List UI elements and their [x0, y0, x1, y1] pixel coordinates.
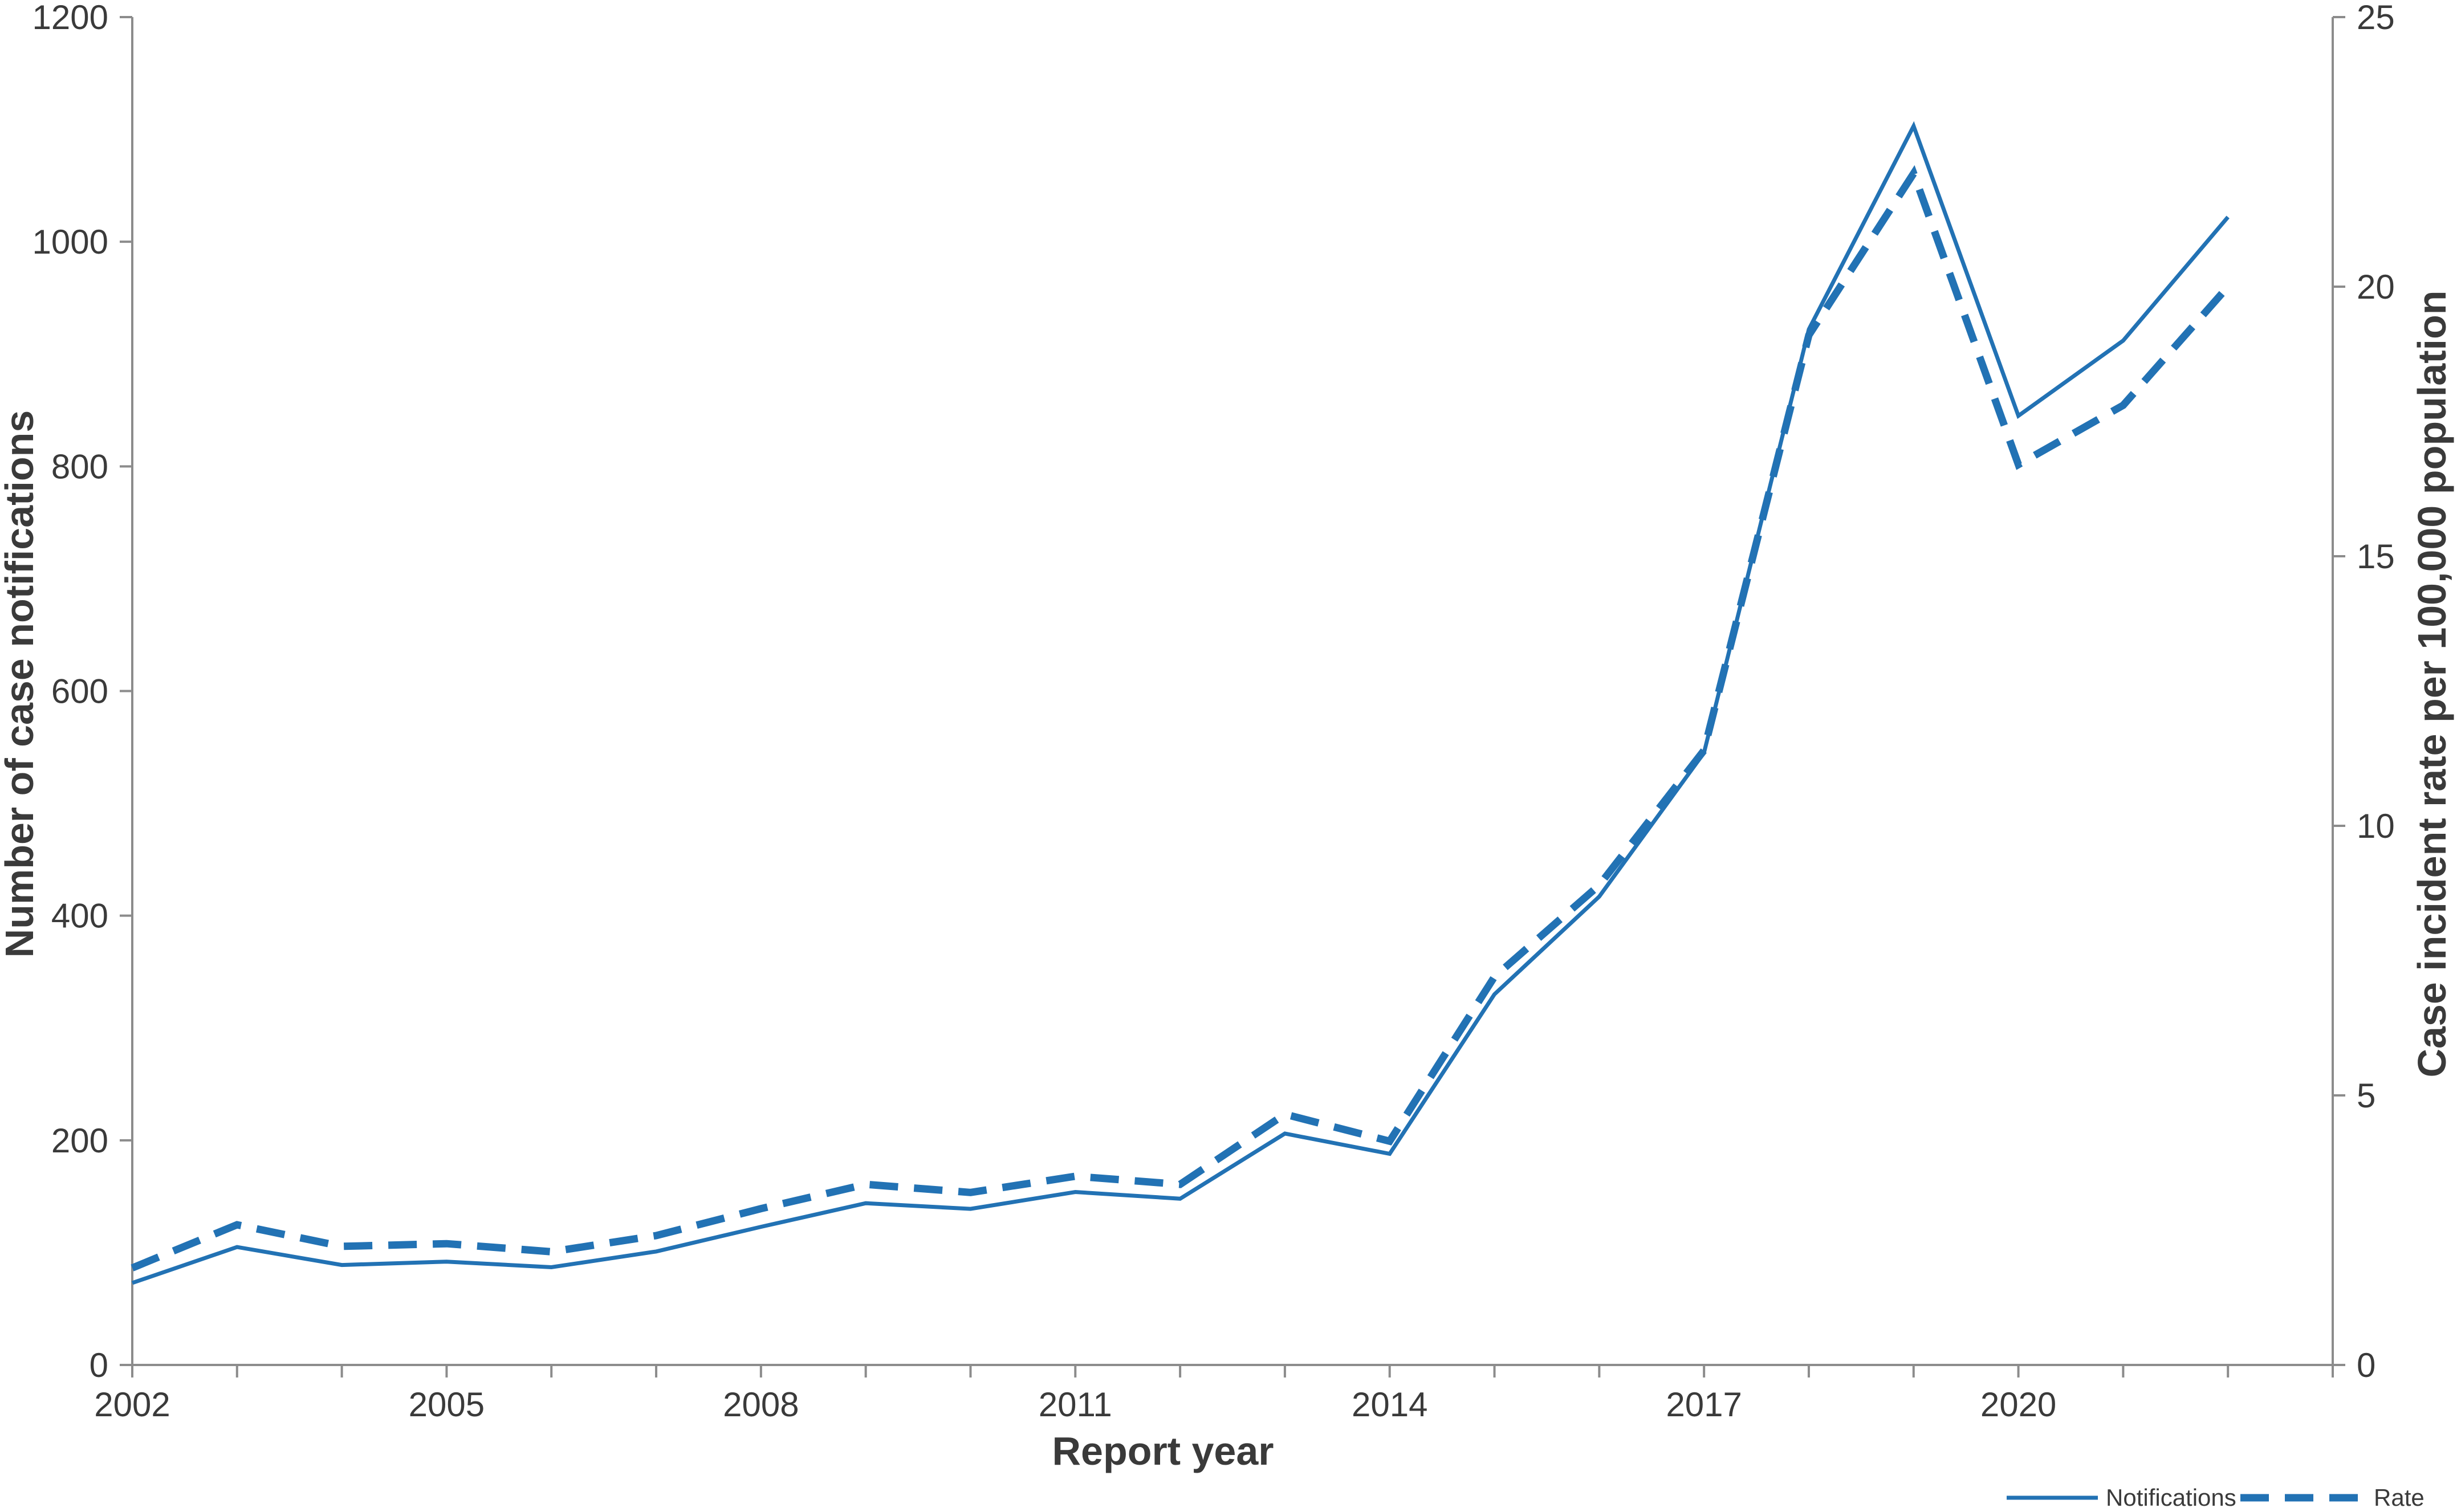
series-layer: [131, 121, 2231, 1285]
y-axis-right-title: Case incident rate per 100,000 populatio…: [2410, 291, 2454, 1078]
axes-layer: [131, 17, 2334, 1366]
y-right-tick-label: 25: [2357, 0, 2395, 36]
legend: Notifications Rate: [2007, 1484, 2425, 1511]
y-left-tick-label: 600: [51, 673, 108, 711]
y-right-tick-label: 20: [2357, 268, 2395, 306]
y-right-tick-label: 15: [2357, 537, 2395, 576]
y-left-tick-label: 400: [51, 897, 108, 935]
x-tick-label: 2014: [1352, 1385, 1427, 1424]
y-right-tick-label: 5: [2357, 1077, 2375, 1115]
x-tick-label: 2017: [1666, 1385, 1742, 1424]
y-axis-left-title: Number of case notifications: [0, 410, 42, 958]
y-left-tick-label: 800: [51, 447, 108, 486]
y-left-tick-label: 0: [90, 1346, 108, 1384]
x-tick-label: 2002: [94, 1385, 170, 1424]
x-tick-label: 2005: [409, 1385, 485, 1424]
ticks-layer: 2002 2005 2008 2011 2014 2017 2020020040060080…: [32, 0, 2395, 1424]
y-left-tick-label: 1200: [32, 0, 108, 36]
y-left-tick-label: 1000: [32, 223, 108, 261]
y-left-tick-label: 200: [51, 1122, 108, 1160]
x-tick-label: 2011: [1039, 1385, 1112, 1424]
y-right-tick-label: 10: [2357, 807, 2395, 845]
legend-notifications-label: Notifications: [2106, 1484, 2236, 1509]
x-tick-label: 2008: [723, 1385, 799, 1424]
y-right-tick-label: 0: [2357, 1346, 2375, 1384]
legend-rate-label: Rate: [2374, 1484, 2425, 1509]
series-line-rate: [131, 165, 2231, 1271]
series-line-notifications: [131, 121, 2230, 1285]
x-tick-label: 2020: [1980, 1385, 2056, 1424]
x-axis-title: Report year: [1052, 1429, 1274, 1473]
